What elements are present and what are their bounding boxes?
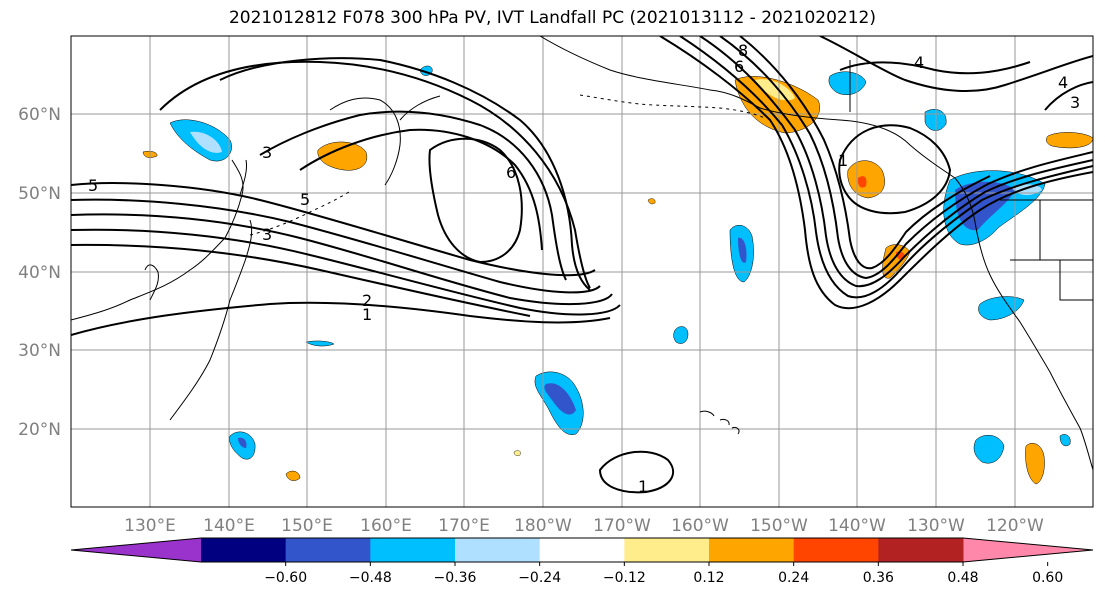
- lon-label: 140°E: [203, 516, 255, 536]
- lon-label: 120°W: [986, 516, 1044, 536]
- colorbar-tick-label: −0.24: [518, 570, 561, 586]
- contour-label: 2: [362, 291, 372, 310]
- lat-label: 50°N: [18, 184, 61, 204]
- lon-label: 160°W: [671, 516, 729, 536]
- colorbar: −0.60 −0.48 −0.36 −0.24 −0.12 0.12 0.24 0.36 0.4…: [70, 537, 1094, 586]
- colorbar-tick-label: −0.60: [264, 570, 307, 586]
- ivt-anomaly-fills: [142, 65, 1093, 485]
- lon-label: 150°E: [281, 516, 333, 536]
- colorbar-bin: [285, 538, 371, 562]
- colorbar-bin: [539, 538, 625, 562]
- longitude-labels: 130°E 140°E 150°E 160°E 170°E 180°W 170°…: [124, 516, 1044, 536]
- lat-label: 30°N: [18, 341, 61, 361]
- lat-label: 20°N: [18, 420, 61, 440]
- colorbar-bin: [878, 538, 964, 562]
- contour-label: 5: [300, 190, 310, 209]
- colorbar-tick-label: 0.60: [1032, 570, 1063, 586]
- contour-label: 1: [638, 477, 648, 496]
- colorbar-bin: [201, 538, 287, 562]
- lon-label: 130°W: [907, 516, 965, 536]
- colorbar-extend-min: [71, 538, 201, 562]
- contour-label: 6: [734, 57, 744, 76]
- colorbar-tick-label: 0.48: [947, 570, 978, 586]
- plot-frame: [70, 35, 1094, 508]
- contour-label: 1: [362, 305, 372, 324]
- lon-label: 180°W: [514, 516, 572, 536]
- colorbar-tick-label: −0.12: [603, 570, 646, 586]
- colorbar-bin: [624, 538, 710, 562]
- lon-label: 140°W: [828, 516, 886, 536]
- lon-label: 130°E: [124, 516, 176, 536]
- colorbar-outline: [70, 537, 1094, 563]
- colorbar-bin: [793, 538, 879, 562]
- coastlines: [71, 36, 1093, 471]
- colorbar-tick-label: 0.36: [863, 570, 894, 586]
- lat-label: 60°N: [18, 105, 61, 125]
- latitude-labels: 20°N 30°N 40°N 50°N 60°N: [18, 105, 61, 440]
- lon-label: 150°W: [750, 516, 808, 536]
- contour-label: 5: [88, 176, 98, 195]
- graticule: [71, 36, 1093, 507]
- pv-contours: [71, 36, 1093, 494]
- lon-label: 170°E: [438, 516, 490, 536]
- lon-label: 160°E: [360, 516, 412, 536]
- colorbar-bin: [455, 538, 541, 562]
- contour-label: 1: [838, 151, 848, 170]
- colorbar-bin: [370, 538, 456, 562]
- colorbar-extend-max: [963, 538, 1093, 562]
- chart-title: 2021012812 F078 300 hPa PV, IVT Landfall…: [228, 8, 876, 28]
- colorbar-tick-label: −0.48: [349, 570, 392, 586]
- contour-label: 4: [1058, 73, 1068, 92]
- contour-labels: 5 3 5 3 2 1 6 8 6 4 4 3 1 1: [88, 41, 1080, 496]
- lon-label: 170°W: [593, 516, 651, 536]
- colorbar-tick-label: −0.36: [434, 570, 477, 586]
- contour-label: 4: [914, 53, 924, 72]
- colorbar-bin: [709, 538, 795, 562]
- contour-label: 3: [262, 143, 272, 162]
- colorbar-tick-label: 0.24: [778, 570, 809, 586]
- lat-label: 40°N: [18, 263, 61, 283]
- contour-label: 6: [506, 163, 516, 182]
- contour-label: 8: [738, 41, 748, 60]
- contour-label: 3: [1070, 93, 1080, 112]
- contour-label: 3: [262, 225, 272, 244]
- colorbar-tick-label: 0.12: [693, 570, 724, 586]
